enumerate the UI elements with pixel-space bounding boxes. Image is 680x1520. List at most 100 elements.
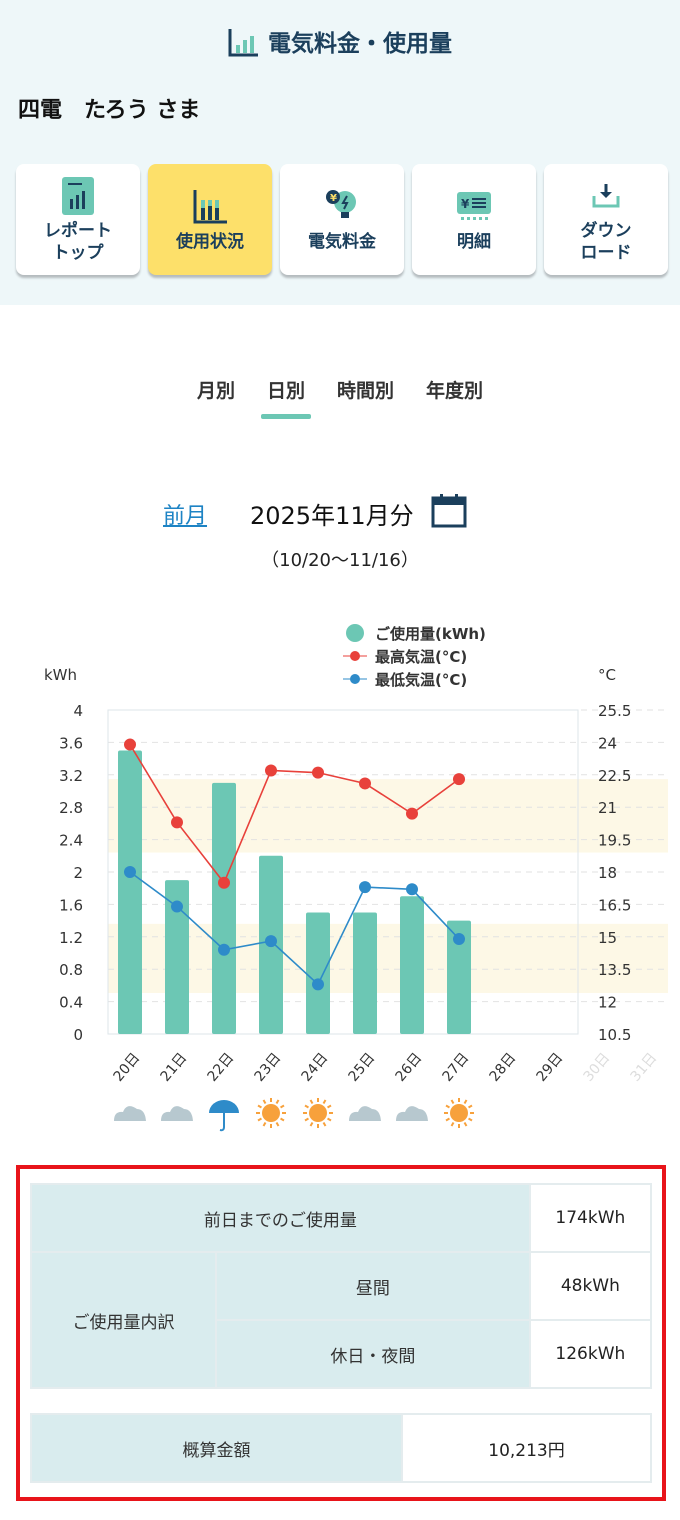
y-tick-right: 19.5 bbox=[598, 832, 631, 850]
y-tick-right: 24 bbox=[598, 734, 617, 752]
x-tick-label: 31日 bbox=[628, 1050, 661, 1085]
nav-usage[interactable]: 使用状況 bbox=[148, 164, 272, 275]
sun-ray bbox=[450, 1099, 455, 1104]
prev-month-link[interactable]: 前月 bbox=[163, 504, 208, 529]
summary-box: 前日までのご使用量 174kWh ご使用量内訳 昼間 48kWh 休日・夜間 126kW… bbox=[16, 1165, 666, 1501]
legend-marker bbox=[350, 651, 360, 661]
nav-statement[interactable]: ¥ 明細 bbox=[412, 164, 536, 275]
temperature-band bbox=[108, 779, 668, 853]
min-temp-point bbox=[218, 943, 230, 956]
cost-table: 概算金額 10,213円 bbox=[30, 1413, 652, 1483]
sun-ray bbox=[327, 1104, 332, 1109]
sun-icon bbox=[309, 1104, 327, 1122]
max-temp-point bbox=[359, 777, 371, 790]
umbrella-icon bbox=[209, 1100, 239, 1113]
min-temp-point bbox=[359, 881, 371, 894]
day-value: 48kWh bbox=[528, 1251, 653, 1321]
min-temp-line bbox=[129, 871, 460, 986]
y-tick-right: 13.5 bbox=[598, 961, 631, 979]
max-temp-point bbox=[218, 876, 230, 889]
page-title: 電気料金・使用量 bbox=[0, 24, 680, 58]
max-temp-point bbox=[406, 807, 418, 820]
statement-icon: ¥ bbox=[457, 191, 491, 220]
sun-ray bbox=[327, 1117, 332, 1122]
sun-ray bbox=[257, 1117, 262, 1122]
table-row: 概算金額 10,213円 bbox=[30, 1413, 652, 1483]
current-month: 2025年11月分 bbox=[250, 502, 414, 530]
min-temp-point bbox=[453, 932, 465, 945]
sun-ray bbox=[275, 1099, 280, 1104]
usage-table: 前日までのご使用量 174kWh ご使用量内訳 昼間 48kWh 休日・夜間 126kW… bbox=[30, 1183, 653, 1389]
sun-icon bbox=[262, 1104, 280, 1122]
nav-charges[interactable]: ¥ 電気料金 bbox=[280, 164, 404, 275]
max-temp-point bbox=[453, 773, 465, 786]
sun-ray bbox=[309, 1122, 314, 1127]
sun-ray bbox=[450, 1122, 455, 1127]
nav-bar: レポート トップ 使用状況 ¥ 電気料金 ¥ 明細 ダウン ロード bbox=[16, 164, 668, 275]
y-tick-right: 10.5 bbox=[598, 1026, 631, 1044]
night-label: 休日・夜間 bbox=[215, 1319, 531, 1389]
y-tick-left: 4 bbox=[73, 702, 83, 720]
y-tick-left: 3.6 bbox=[59, 734, 83, 752]
tab-daily[interactable]: 日別 bbox=[260, 376, 312, 419]
usage-bar bbox=[212, 782, 236, 1034]
user-name: 四電 たろう さま bbox=[18, 98, 201, 123]
nav-download[interactable]: ダウン ロード bbox=[544, 164, 668, 275]
sun-ray bbox=[309, 1099, 314, 1104]
max-temp-point bbox=[265, 764, 277, 777]
max-temp-point bbox=[124, 738, 136, 751]
nav-report-top[interactable]: レポート トップ bbox=[16, 164, 140, 275]
usage-bar bbox=[118, 750, 142, 1034]
y-tick-left: 2 bbox=[73, 864, 83, 882]
y-tick-right: 12 bbox=[598, 994, 617, 1012]
legend-usage: ご使用量(kWh) bbox=[375, 625, 486, 643]
sun-ray bbox=[304, 1104, 309, 1109]
cost-label: 概算金額 bbox=[30, 1413, 403, 1483]
y-tick-left: 3.2 bbox=[59, 767, 83, 785]
y-tick-left: 1.2 bbox=[59, 929, 83, 947]
table-row: 前日までのご使用量 174kWh bbox=[30, 1183, 653, 1253]
min-temp-point bbox=[171, 900, 183, 913]
table-row: 休日・夜間 126kWh bbox=[31, 1319, 653, 1389]
tab-monthly[interactable]: 月別 bbox=[196, 380, 235, 402]
nav-label: 明細 bbox=[457, 231, 491, 252]
max-temp-point bbox=[312, 766, 324, 779]
y-tick-right: 18 bbox=[598, 864, 617, 882]
night-value: 126kWh bbox=[528, 1319, 653, 1389]
title-text: 電気料金・使用量 bbox=[268, 31, 452, 57]
y-tick-right: 21 bbox=[598, 799, 617, 817]
cloud-icon bbox=[161, 1106, 193, 1121]
total-value: 174kWh bbox=[528, 1183, 653, 1253]
y-axis-label-right: °C bbox=[598, 666, 616, 684]
report-icon bbox=[62, 176, 94, 215]
breakdown-label: ご使用量内訳 bbox=[30, 1251, 217, 1389]
sun-ray bbox=[463, 1099, 468, 1104]
day-label: 昼間 bbox=[215, 1251, 531, 1321]
nav-label: レポート トップ bbox=[44, 220, 112, 263]
sun-ray bbox=[468, 1117, 473, 1122]
max-temp-line bbox=[129, 744, 460, 885]
legend-max-temp: 最高気温(°C) bbox=[375, 648, 467, 666]
calendar-icon[interactable] bbox=[431, 492, 467, 528]
usage-chart: 0 0.4 0.8 1.2 1.6 2 2.4 2.8 3.2 3.6 4 10.5 12 13.5 15 1… bbox=[44, 624, 668, 1132]
sun-ray bbox=[262, 1099, 267, 1104]
x-tick-label: 24日 bbox=[299, 1050, 332, 1085]
tab-hourly[interactable]: 時間別 bbox=[337, 380, 395, 402]
bar-chart-icon bbox=[228, 29, 258, 57]
x-tick-label: 28日 bbox=[487, 1050, 520, 1085]
min-temp-point bbox=[406, 883, 418, 896]
tab-yearly[interactable]: 年度別 bbox=[426, 380, 484, 402]
svg-text:¥: ¥ bbox=[330, 193, 337, 204]
x-tick-label: 23日 bbox=[252, 1050, 285, 1085]
y-tick-left: 0 bbox=[73, 1026, 83, 1044]
min-temp-point bbox=[312, 978, 324, 991]
cost-value: 10,213円 bbox=[401, 1413, 652, 1483]
svg-text:¥: ¥ bbox=[461, 197, 470, 211]
cloud-icon bbox=[349, 1106, 381, 1121]
umbrella-handle bbox=[219, 1113, 225, 1132]
sun-ray bbox=[280, 1117, 285, 1122]
usage-bar bbox=[400, 896, 424, 1034]
y-tick-right: 22.5 bbox=[598, 767, 631, 785]
sun-ray bbox=[275, 1122, 280, 1127]
y-tick-left: 2.4 bbox=[59, 832, 83, 850]
